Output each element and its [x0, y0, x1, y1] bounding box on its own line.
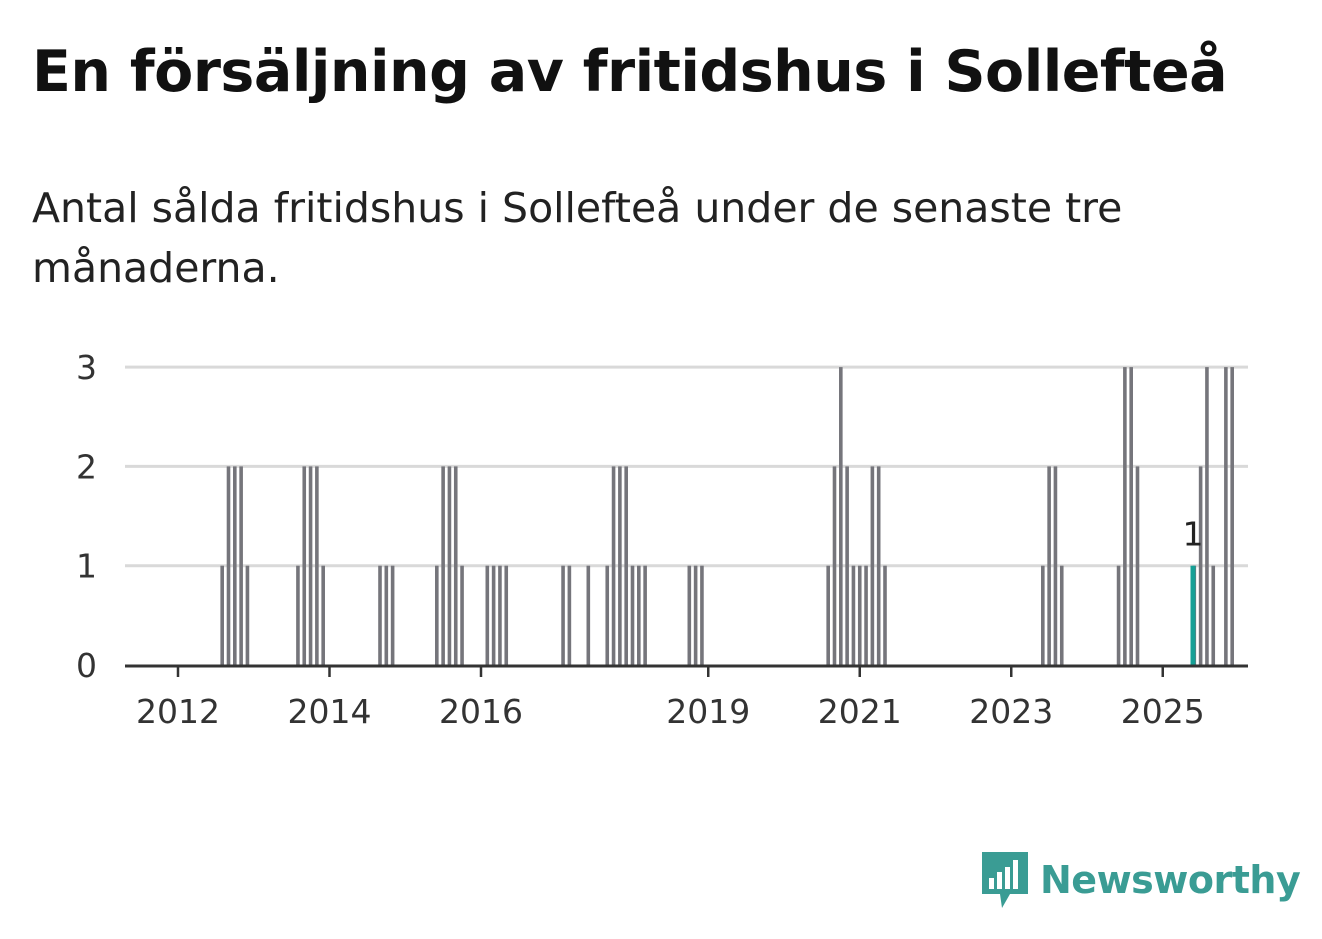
bar	[1059, 565, 1064, 665]
x-tick-label: 2025	[1121, 692, 1205, 731]
x-tick-label: 2014	[288, 692, 372, 731]
bar	[687, 565, 692, 665]
y-tick-label: 3	[76, 348, 97, 387]
bar	[1224, 367, 1228, 665]
x-tick-label: 2012	[136, 692, 220, 731]
bar	[630, 565, 635, 665]
bar	[447, 466, 452, 665]
bar	[220, 565, 224, 665]
y-tick-label: 1	[76, 547, 97, 586]
bars	[220, 367, 1234, 665]
bar	[491, 565, 496, 665]
bar	[1116, 565, 1121, 665]
bar	[700, 565, 704, 665]
bar	[618, 466, 622, 665]
chart-subtitle: Antal sålda fritidshus i Sollefteå under…	[32, 184, 1123, 292]
chart-title: En försäljning av fritidshus i Sollefteå	[32, 39, 1228, 105]
bar	[233, 466, 237, 665]
x-tick-label: 2021	[818, 692, 902, 731]
bar	[876, 466, 881, 665]
newsworthy-logo-icon	[982, 852, 1028, 908]
bar	[485, 565, 490, 665]
bar	[308, 466, 313, 665]
brand-name: Newsworthy	[1040, 858, 1301, 902]
bar	[498, 565, 502, 665]
newsworthy-logo[interactable]: Newsworthy	[980, 850, 1301, 910]
bar	[870, 466, 875, 665]
bar	[611, 466, 616, 665]
bar	[1205, 367, 1209, 665]
bar	[504, 565, 509, 665]
y-tick-label: 2	[76, 447, 97, 486]
bar	[1129, 367, 1133, 665]
bar	[453, 466, 458, 665]
bar	[296, 565, 300, 665]
bar-highlight	[1190, 565, 1196, 665]
gridlines	[125, 365, 1248, 568]
bar	[1053, 466, 1058, 665]
x-tick-label: 2023	[969, 692, 1053, 731]
bar	[1198, 466, 1203, 665]
bar	[245, 565, 250, 665]
bar	[624, 466, 628, 665]
bar	[1230, 367, 1234, 665]
bar	[561, 565, 565, 665]
bar	[845, 466, 849, 665]
bar	[883, 565, 887, 665]
bar	[460, 565, 464, 665]
y-axis-ticks: 0 1 2 3	[76, 348, 97, 685]
bar	[226, 466, 231, 665]
bar	[832, 466, 837, 665]
bar	[1123, 367, 1127, 665]
x-tick-label: 2016	[439, 692, 523, 731]
bar	[384, 565, 389, 665]
bar	[315, 466, 319, 665]
bar	[1047, 466, 1051, 665]
x-axis-ticks: 2012 2014 2016 2019 2021 2023 2025	[136, 667, 1205, 731]
bar	[637, 565, 641, 665]
bar	[435, 565, 439, 665]
bar	[851, 565, 856, 665]
bar	[1211, 565, 1216, 665]
bar	[864, 565, 868, 665]
x-tick-label: 2019	[666, 692, 750, 731]
bar	[693, 565, 698, 665]
y-tick-label: 0	[76, 646, 97, 685]
bar	[321, 565, 325, 665]
bar	[390, 565, 395, 665]
bar	[826, 565, 830, 665]
bar	[1041, 565, 1045, 665]
bar	[1135, 466, 1140, 665]
bar	[302, 466, 307, 665]
bar	[378, 565, 382, 665]
bar-data-label: 1	[1183, 515, 1204, 554]
bar	[567, 565, 572, 665]
bar	[857, 565, 862, 665]
bar	[586, 565, 591, 665]
bar	[441, 466, 445, 665]
bar	[839, 367, 843, 665]
bar	[605, 565, 610, 665]
bar-labels: 1	[1183, 515, 1204, 554]
bar	[239, 466, 243, 665]
bar	[643, 565, 647, 665]
